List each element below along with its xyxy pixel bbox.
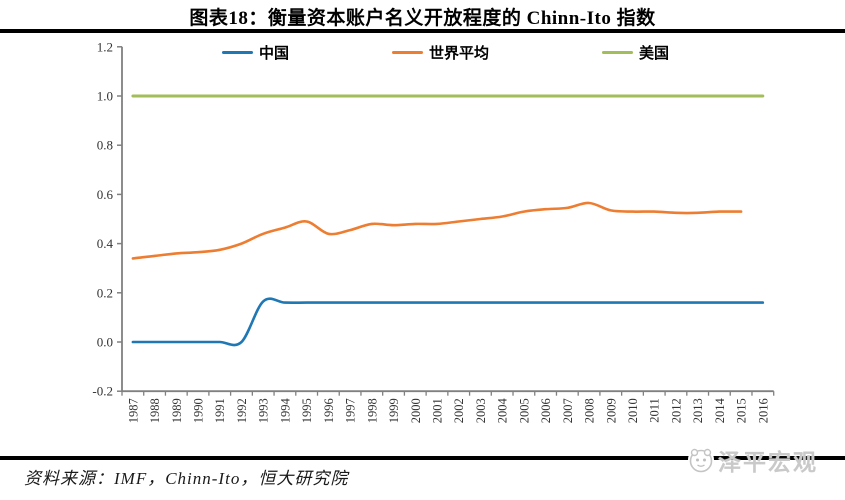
usa-legend-line-icon — [602, 50, 633, 54]
x-tick-label: 2016 — [756, 398, 770, 423]
x-tick-label: 1994 — [278, 397, 292, 423]
x-tick-label: 1993 — [257, 398, 271, 423]
y-tick-label: 0.0 — [97, 335, 113, 350]
x-tick-label: 2000 — [409, 398, 423, 423]
y-tick-label: 1.0 — [97, 89, 113, 104]
x-tick-label: 1999 — [387, 398, 401, 423]
chinn-ito-line-chart: 1.2 1.0 0.8 0.6 0.4 0.2 0.0 -0.2 1987 1988 1989 199… — [92, 39, 775, 423]
x-tick-label: 1991 — [213, 398, 227, 423]
x-tick-label: 2004 — [496, 397, 510, 423]
y-tick-label: 0.2 — [97, 285, 113, 300]
source-note: 资料来源：IMF，Chinn-Ito，恒大研究院 — [24, 469, 349, 488]
x-tick-label: 2007 — [561, 398, 575, 423]
world-average-legend-line-icon — [392, 50, 423, 54]
zeping-macro-logo-icon — [688, 446, 714, 474]
top-divider-line — [0, 29, 845, 33]
x-tick-label: 1998 — [365, 398, 379, 423]
x-tick-label: 1987 — [126, 398, 140, 423]
x-tick-label: 2012 — [669, 398, 683, 423]
bottom-divider-line — [0, 456, 845, 460]
x-tick-label: 1990 — [192, 398, 206, 423]
x-tick-label: 1996 — [322, 398, 336, 423]
chart-legend: 中国 世界平均 美国 — [0, 42, 845, 62]
legend-item-china: 中国 — [222, 42, 289, 62]
publisher-watermark: 泽平宏观 — [688, 443, 818, 477]
x-tick-label: 2010 — [626, 398, 640, 423]
x-tick-label: 2001 — [430, 398, 444, 423]
x-tick-label: 1989 — [170, 398, 184, 423]
x-tick-label: 2005 — [517, 398, 531, 423]
legend-item-world-average: 世界平均 — [392, 42, 489, 62]
x-tick-label: 2006 — [539, 398, 553, 423]
watermark-text: 泽平宏观 — [718, 450, 818, 475]
x-tick-label: 1988 — [148, 398, 162, 423]
legend-item-usa: 美国 — [602, 42, 669, 62]
x-tick-label: 2013 — [691, 398, 705, 423]
x-tick-label: 2003 — [474, 398, 488, 423]
x-tick-label: 2014 — [713, 397, 727, 423]
y-tick-label: 0.4 — [97, 236, 114, 251]
chart-title: 图表18：衡量资本账户名义开放程度的 Chinn-Ito 指数 — [189, 8, 656, 29]
x-tick-label: 2011 — [648, 398, 662, 423]
x-tick-label: 2002 — [452, 398, 466, 423]
x-tick-label: 2009 — [604, 398, 618, 423]
legend-label-world-average: 世界平均 — [429, 45, 490, 62]
legend-label-china: 中国 — [259, 45, 290, 62]
y-tick-label: 0.6 — [97, 187, 114, 202]
x-tick-label: 2008 — [583, 398, 597, 423]
y-tick-label: 0.8 — [97, 138, 113, 153]
x-tick-label: 2015 — [735, 398, 749, 423]
x-tick-label: 1997 — [344, 398, 358, 423]
china-line — [131, 297, 765, 347]
world-average-line — [131, 201, 743, 260]
x-tick-label: 1995 — [300, 398, 314, 423]
y-tick-label: 1.2 — [97, 39, 113, 54]
china-legend-line-icon — [222, 50, 253, 54]
y-tick-label: -0.2 — [92, 384, 113, 399]
x-tick-label: 1992 — [235, 398, 249, 423]
legend-label-usa: 美国 — [639, 45, 670, 62]
